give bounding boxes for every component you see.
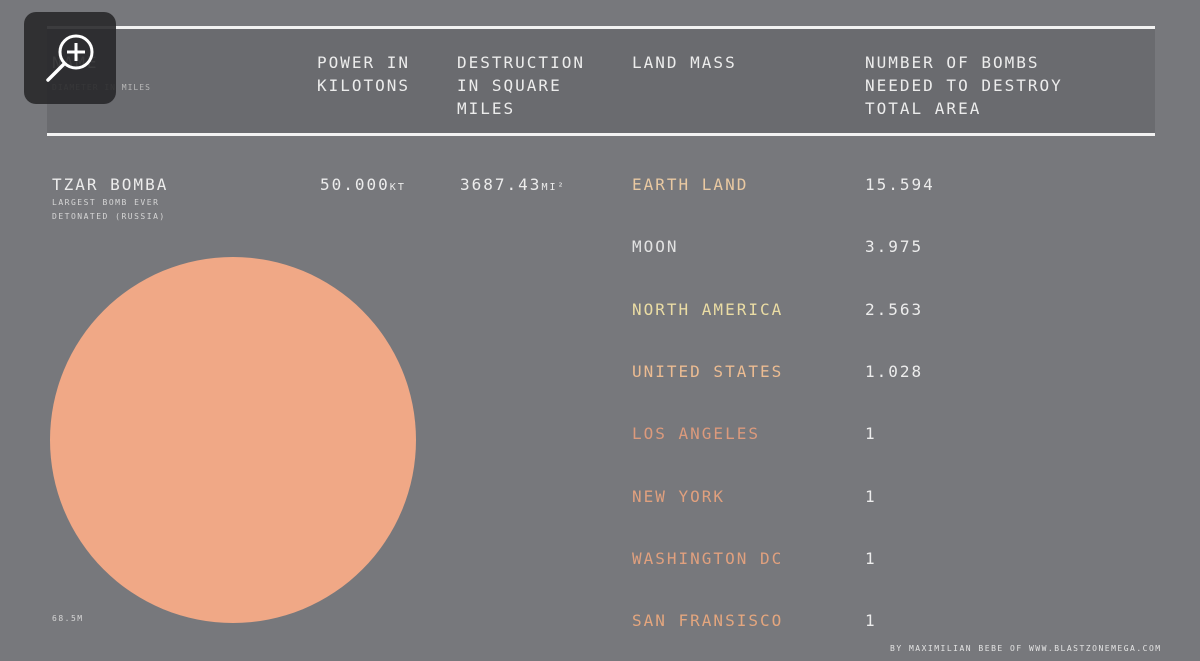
header-line: NEEDED TO DESTROY: [865, 76, 1063, 95]
description-line: LARGEST BOMB EVER: [52, 198, 160, 207]
bomb-count: 2.563: [865, 299, 924, 319]
header-line: LAND MASS: [632, 53, 737, 72]
header-column: LAND MASS: [632, 51, 737, 74]
header-line: MILES: [457, 99, 516, 118]
land-mass-name: WASHINGTON DC: [632, 548, 784, 568]
land-mass-name: SAN FRANSISCO: [632, 611, 784, 631]
bomb-count: 1: [865, 611, 877, 631]
header-column: DESTRUCTION IN SQUARE MILES: [457, 51, 585, 120]
header-line: IN SQUARE: [457, 76, 562, 95]
bomb-count: 1: [865, 486, 877, 506]
land-mass-name: LOS ANGELES: [632, 424, 760, 444]
power-unit: KT: [389, 182, 406, 193]
land-mass-name: NEW YORK: [632, 486, 726, 506]
bomb-count: 1: [865, 548, 877, 568]
bomb-count: 1.028: [865, 361, 924, 381]
area: 3687.43MI²: [460, 175, 566, 194]
header-line: NUMBER OF BOMBS: [865, 53, 1040, 72]
blast-circle: [50, 257, 416, 623]
land-mass-name: EARTH LAND: [632, 175, 749, 194]
bomb-count: 3.975: [865, 237, 924, 257]
bomb-name: TZAR BOMBA: [52, 175, 169, 194]
zoom-button[interactable]: [24, 12, 116, 104]
power-value: 50.000: [320, 175, 390, 194]
power: 50.000KT: [320, 175, 406, 194]
header-line: TOTAL AREA: [865, 99, 982, 118]
area-unit: MI²: [541, 182, 566, 193]
header-column: NUMBER OF BOMBS NEEDED TO DESTROY TOTAL AR…: [865, 51, 1063, 120]
land-mass-name: MOON: [632, 237, 679, 257]
area-value: 3687.43: [460, 175, 542, 194]
bomb-description: LARGEST BOMB EVER DETONATED (RUSSIA): [52, 196, 166, 224]
footer: BY MAXIMILIAN BEBE OF WWW.BLASTZONEMEGA.…: [890, 644, 1162, 653]
zoom-icon: [46, 34, 94, 82]
bomb-count: 1: [865, 424, 877, 444]
land-mass-name: UNITED STATES: [632, 361, 784, 381]
header-column: POWER IN KILOTONS: [317, 51, 410, 97]
header-line: KILOTONS: [317, 76, 411, 95]
description-line: DETONATED (RUSSIA): [52, 212, 166, 221]
header-line: DESTRUCTION: [457, 53, 585, 72]
land-mass-name: NORTH AMERICA: [632, 299, 784, 319]
diameter-label: 68.5M: [52, 614, 84, 623]
bomb-count: 15.594: [865, 175, 935, 194]
header-line: POWER IN: [317, 53, 411, 72]
